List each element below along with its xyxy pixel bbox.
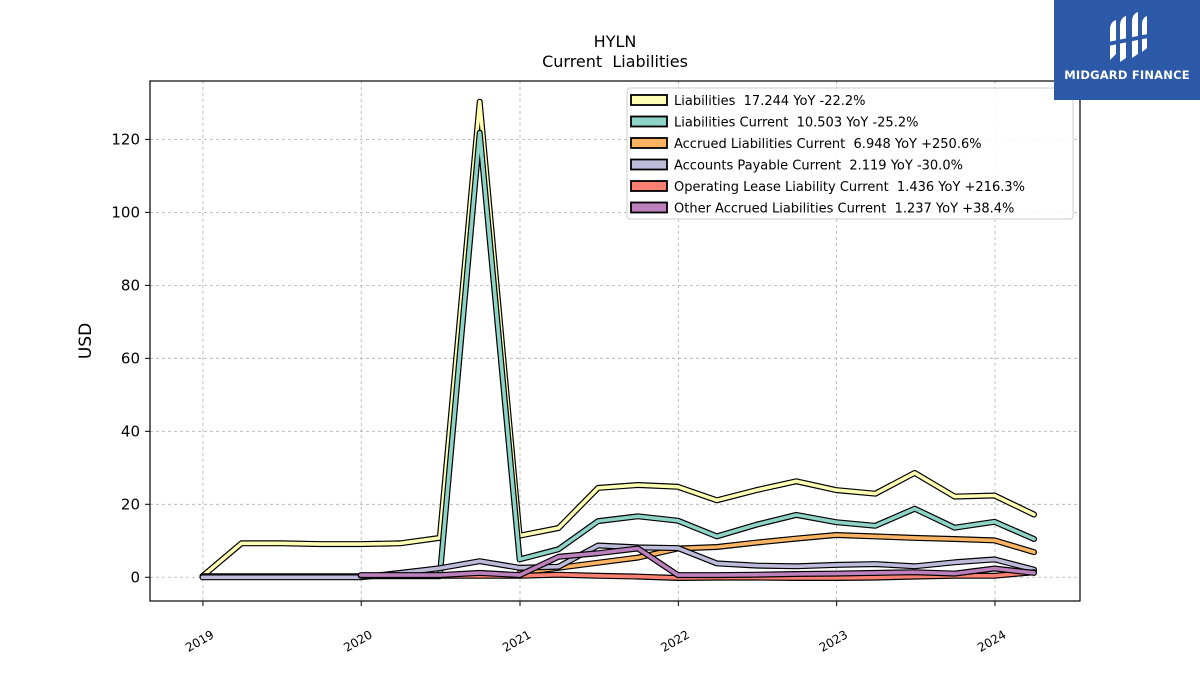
chart-title: HYLN xyxy=(594,32,637,51)
plot-frame xyxy=(149,80,1081,602)
legend-label: Other Accrued Liabilities Current 1.237 … xyxy=(674,202,1014,217)
logo-text: MIDGARD FINANCE xyxy=(1064,68,1190,82)
y-tick-label: 80 xyxy=(121,276,140,294)
legend: Liabilities 17.244 YoY -22.2% Liabilities… xyxy=(626,87,1074,220)
y-axis-label: USD xyxy=(76,323,96,359)
x-tick-label: 2022 xyxy=(658,627,691,654)
legend-label: Accounts Payable Current 2.119 YoY -30.0… xyxy=(674,159,963,174)
chart-subtitle: Current Liabilities xyxy=(542,52,688,71)
logo-badge: MIDGARD FINANCE xyxy=(1054,0,1200,100)
legend-swatch xyxy=(630,180,668,192)
series-accounts-payable-current xyxy=(199,542,1037,581)
x-tick-label: 2021 xyxy=(500,627,533,654)
legend-label: Liabilities Current 10.503 YoY -25.2% xyxy=(674,116,918,131)
legend-label: Liabilities 17.244 YoY -22.2% xyxy=(674,94,866,109)
legend-swatch xyxy=(630,94,668,106)
legend-label: Operating Lease Liability Current 1.436 … xyxy=(674,180,1025,195)
x-tick-label: 2020 xyxy=(341,627,374,654)
midgard-logo-icon xyxy=(1108,12,1148,62)
legend-label: Accrued Liabilities Current 6.948 YoY +2… xyxy=(674,137,982,152)
x-tick-label: 2019 xyxy=(183,627,216,654)
y-tick-label: 20 xyxy=(121,495,140,513)
series-line xyxy=(517,533,1036,575)
legend-swatch xyxy=(630,137,668,149)
legend-swatch xyxy=(630,115,668,128)
x-tick-label: 2024 xyxy=(975,627,1008,654)
y-tick-label: 120 xyxy=(111,130,140,148)
series-other-accrued-liabilities-current xyxy=(357,545,1037,579)
y-tick-label: 100 xyxy=(111,203,140,221)
series-liabilities xyxy=(199,98,1037,580)
series-accrued-liabilities-current xyxy=(516,532,1037,576)
legend-box xyxy=(626,87,1074,220)
series-line xyxy=(358,546,1036,577)
y-tick-label: 60 xyxy=(121,349,140,367)
x-tick-label: 2023 xyxy=(817,627,850,654)
y-tick-label: 40 xyxy=(121,422,140,440)
legend-swatch xyxy=(630,201,668,214)
legend-swatch xyxy=(630,158,668,171)
series-line xyxy=(200,543,1036,580)
y-tick-label: 0 xyxy=(130,568,140,586)
series-lines xyxy=(199,98,1037,581)
series-line xyxy=(200,100,1036,579)
